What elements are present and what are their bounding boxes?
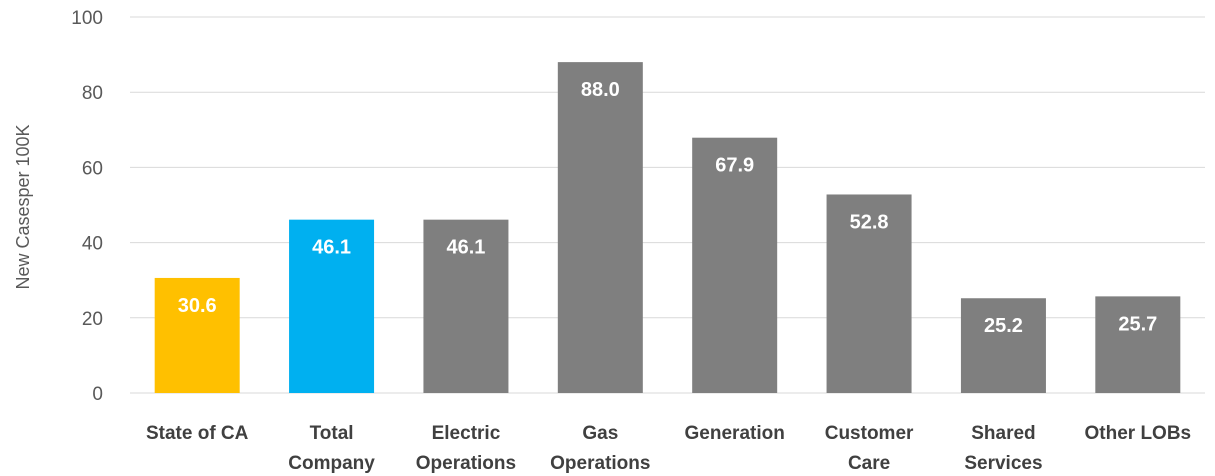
- data-label: 52.8: [850, 211, 889, 233]
- data-label: 25.2: [984, 315, 1023, 337]
- bar: [289, 219, 375, 393]
- x-tick-label-line: Company: [288, 453, 375, 474]
- bars: [154, 62, 1181, 394]
- x-tick-label-line: Operations: [550, 453, 650, 474]
- x-tick-label: Other LOBs: [1085, 423, 1192, 444]
- y-tick-label: 0: [92, 384, 103, 405]
- x-tick-label-line: Shared: [971, 423, 1035, 444]
- y-tick-label: 40: [82, 234, 103, 255]
- y-axis-title: New Casesper 100K: [13, 124, 33, 289]
- data-labels: 30.6 46.1 46.1 88.0 67.9 52.8 25.2 25.7: [178, 79, 1158, 337]
- bar: [1095, 296, 1181, 393]
- bar: [692, 137, 778, 393]
- data-label: 88.0: [581, 79, 620, 101]
- x-tick-label-line: Electric: [432, 423, 501, 444]
- y-tick-label: 60: [82, 158, 103, 179]
- data-label: 67.9: [715, 155, 754, 177]
- x-tick-label: Gas Operations: [550, 423, 650, 474]
- data-label: 46.1: [312, 237, 351, 259]
- bar: [557, 62, 643, 394]
- y-tick-label: 80: [82, 83, 103, 104]
- data-label: 25.7: [1118, 313, 1157, 335]
- x-tick-label-line: Generation: [685, 423, 785, 444]
- y-axis-ticks: 0 20 40 60 80 100: [71, 8, 103, 405]
- x-tick-label: State of CA: [146, 423, 249, 444]
- x-axis-categories: State of CA Total Company Electric Operation…: [146, 423, 1191, 474]
- x-tick-label-line: Other LOBs: [1085, 423, 1192, 444]
- x-tick-label-line: Customer: [825, 423, 914, 444]
- x-tick-label-line: State of CA: [146, 423, 249, 444]
- data-label: 30.6: [178, 295, 217, 317]
- bar: [960, 298, 1046, 393]
- x-tick-label: Shared Services: [964, 423, 1042, 474]
- x-tick-label-line: Care: [848, 453, 890, 474]
- x-tick-label-line: Services: [964, 453, 1042, 474]
- x-tick-label-line: Operations: [416, 453, 516, 474]
- x-tick-label: Total Company: [288, 423, 375, 474]
- x-tick-label: Generation: [685, 423, 785, 444]
- bar: [154, 277, 240, 393]
- y-tick-label: 100: [71, 8, 103, 29]
- x-tick-label-line: Gas: [582, 423, 618, 444]
- x-tick-label-line: Total: [310, 423, 354, 444]
- x-tick-label: Customer Care: [825, 423, 914, 474]
- bar: [423, 219, 509, 393]
- data-label: 46.1: [446, 237, 485, 259]
- x-tick-label: Electric Operations: [416, 423, 516, 474]
- bar: [826, 194, 912, 393]
- y-tick-label: 20: [82, 309, 103, 330]
